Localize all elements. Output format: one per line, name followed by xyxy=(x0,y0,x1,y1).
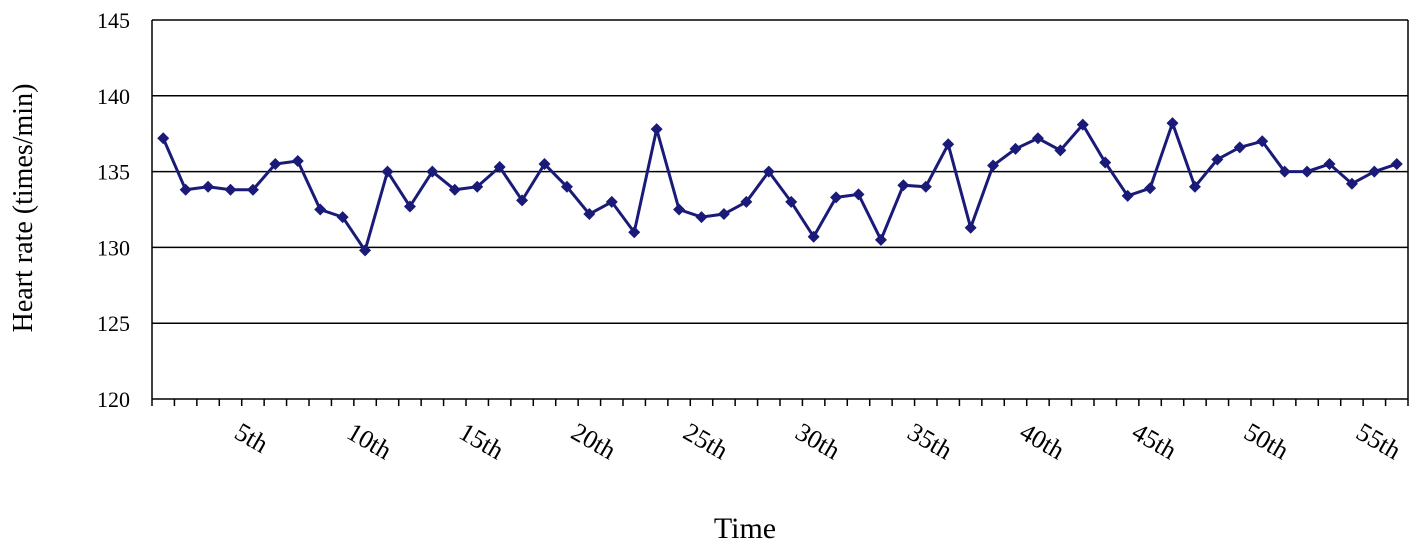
marker xyxy=(1211,153,1224,166)
x-tick-label: 15th xyxy=(454,417,509,465)
x-tick-label: 55th xyxy=(1351,417,1406,465)
y-tick-label: 135 xyxy=(97,160,130,185)
marker xyxy=(919,180,932,193)
marker xyxy=(1054,144,1067,157)
x-tick-label: 35th xyxy=(903,417,958,465)
marker xyxy=(964,221,977,234)
marker xyxy=(291,154,304,167)
marker xyxy=(673,203,686,216)
marker xyxy=(179,183,192,196)
marker xyxy=(695,211,708,224)
marker xyxy=(1256,135,1269,148)
x-axis-label: Time xyxy=(714,512,776,545)
marker xyxy=(897,179,910,192)
y-axis-label: Heart rate (times/min) xyxy=(8,84,39,333)
marker xyxy=(246,183,259,196)
marker xyxy=(874,233,887,246)
y-tick-label: 130 xyxy=(97,235,130,260)
marker xyxy=(359,244,372,257)
marker xyxy=(1345,177,1358,190)
marker xyxy=(807,230,820,243)
marker xyxy=(717,208,730,221)
marker xyxy=(605,195,618,208)
marker xyxy=(942,138,955,151)
marker xyxy=(1009,142,1022,155)
marker xyxy=(1166,117,1179,130)
y-tick-label: 140 xyxy=(97,84,130,109)
marker xyxy=(516,194,529,207)
y-tick-label: 145 xyxy=(97,8,130,33)
marker xyxy=(538,158,551,171)
marker xyxy=(448,183,461,196)
marker xyxy=(1121,189,1134,202)
marker xyxy=(1099,156,1112,169)
marker xyxy=(1390,158,1403,171)
marker xyxy=(426,165,439,178)
marker xyxy=(785,195,798,208)
marker xyxy=(740,195,753,208)
marker xyxy=(987,159,1000,172)
marker xyxy=(493,161,506,174)
marker xyxy=(762,165,775,178)
marker xyxy=(1323,158,1336,171)
marker xyxy=(471,180,484,193)
marker xyxy=(1233,141,1246,154)
marker xyxy=(583,208,596,221)
line xyxy=(161,118,1398,254)
marker xyxy=(403,200,416,213)
marker xyxy=(1144,182,1157,195)
marker xyxy=(1076,118,1089,131)
x-tick-label: 40th xyxy=(1015,417,1070,465)
marker xyxy=(852,188,865,201)
marker xyxy=(650,123,663,136)
marker xyxy=(1301,165,1314,178)
y-tick-label: 125 xyxy=(97,311,130,336)
x-tick-label: 10th xyxy=(342,417,397,465)
marker xyxy=(1368,165,1381,178)
marker xyxy=(560,180,573,193)
marker xyxy=(202,180,215,193)
x-tick-label: 45th xyxy=(1127,417,1182,465)
marker xyxy=(336,211,349,224)
x-tick-label: 5th xyxy=(230,417,273,459)
marker xyxy=(157,132,170,145)
marker xyxy=(381,165,394,178)
marker xyxy=(830,191,843,204)
x-tick-label: 30th xyxy=(791,417,846,465)
marker xyxy=(628,226,641,239)
y-tick-label: 120 xyxy=(97,387,130,412)
marker xyxy=(1031,132,1044,145)
x-tick-label: 50th xyxy=(1239,417,1294,465)
marker xyxy=(1188,180,1201,193)
marker xyxy=(269,158,282,171)
marker xyxy=(1278,165,1291,178)
marker xyxy=(224,183,237,196)
x-tick-label: 25th xyxy=(679,417,734,465)
marker xyxy=(314,203,327,216)
x-tick-label: 20th xyxy=(566,417,621,465)
